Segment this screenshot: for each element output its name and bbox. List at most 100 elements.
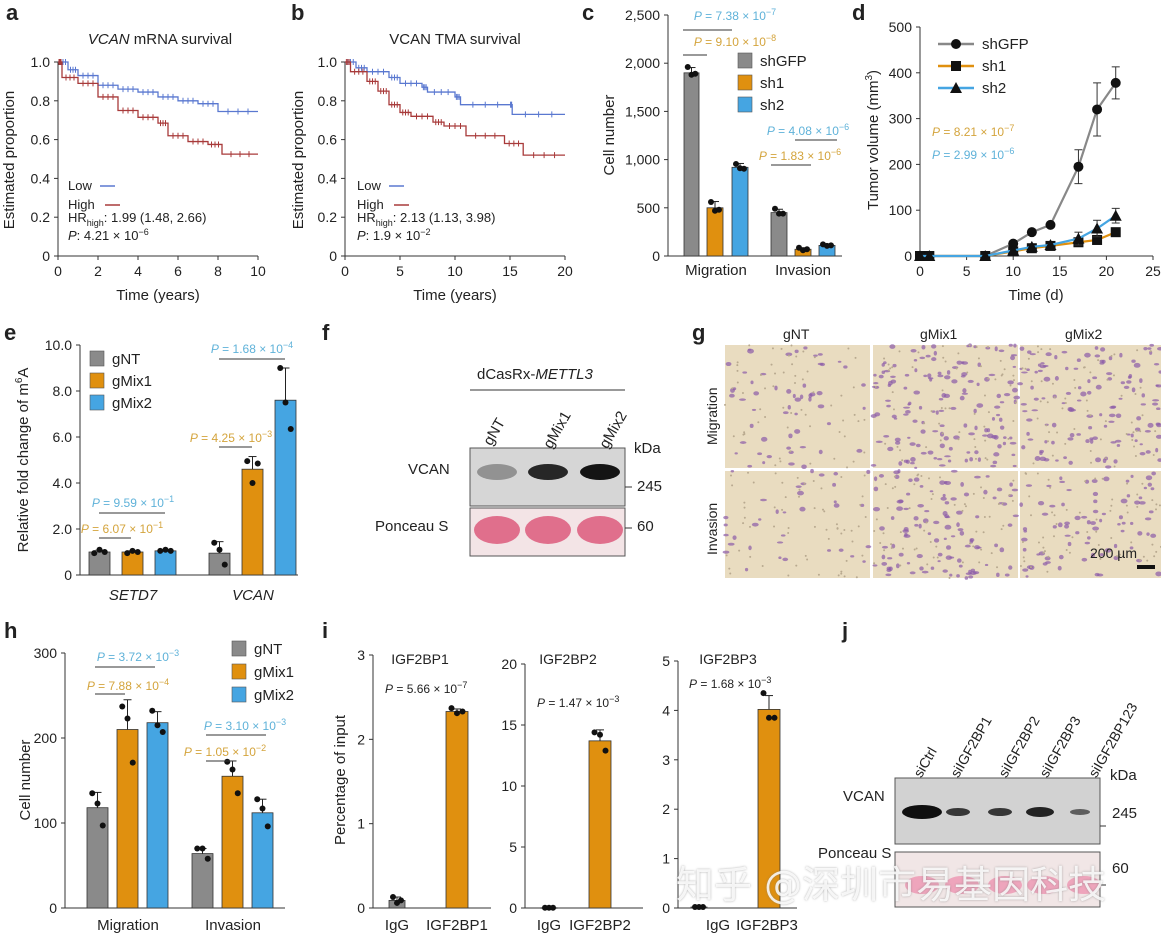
membrane-pore <box>899 564 902 567</box>
chart-h-y-label: Cell number <box>17 740 34 821</box>
stained-cell <box>937 371 942 375</box>
membrane-pore <box>741 391 744 394</box>
chart-c-category-label: Invasion <box>775 262 831 279</box>
membrane-pore <box>1023 560 1026 563</box>
chart-i2-y-tick-label: 0 <box>509 900 517 916</box>
stained-cell <box>875 440 883 444</box>
membrane-pore <box>987 411 990 414</box>
membrane-pore <box>917 351 920 354</box>
scale-bar <box>1137 565 1155 569</box>
blot-f-vcan-band <box>528 464 568 480</box>
chart-i2-category-label: IgG <box>537 917 561 934</box>
stained-cell <box>974 475 981 479</box>
stained-cell <box>913 390 921 395</box>
stained-cell <box>919 566 924 571</box>
membrane-pore <box>787 532 790 535</box>
stained-cell <box>925 354 931 358</box>
stained-cell <box>917 503 924 508</box>
chart-i1-bar <box>445 711 469 909</box>
membrane-pore <box>1008 493 1011 496</box>
stained-cell <box>1019 502 1024 507</box>
membrane-pore <box>1043 550 1046 553</box>
membrane-pore <box>795 564 798 567</box>
chart-d-x-tick-label: 25 <box>1145 263 1161 279</box>
membrane-pore <box>789 450 792 453</box>
membrane-pore <box>798 488 801 491</box>
chart-h-data-point <box>229 766 236 773</box>
chart-e-data-point <box>124 550 131 557</box>
membrane-pore <box>987 345 990 348</box>
chart-d-legend-marker <box>951 39 961 49</box>
membrane-pore <box>1134 393 1137 396</box>
membrane-pore <box>986 458 989 461</box>
stained-cell <box>1013 343 1017 348</box>
chart-a-y-tick-label: 0.6 <box>31 132 51 148</box>
stained-cell <box>879 526 885 531</box>
stained-cell <box>1057 565 1062 571</box>
membrane-pore <box>1074 386 1077 389</box>
stained-cell <box>898 461 903 466</box>
chart-i1-y-tick-label: 2 <box>357 731 365 747</box>
membrane-pore <box>1042 536 1045 539</box>
chart-e-data-point <box>101 549 108 555</box>
stained-cell <box>1138 501 1146 505</box>
chart-h-data-point <box>224 758 231 765</box>
stained-cell <box>1100 347 1106 352</box>
stained-cell <box>1157 346 1161 351</box>
stained-cell <box>893 470 900 475</box>
chart-b-y-tick-label: 1.0 <box>318 54 338 70</box>
stained-cell <box>942 569 948 573</box>
stained-cell <box>975 515 980 519</box>
membrane-pore <box>893 475 896 478</box>
membrane-pore <box>855 576 858 579</box>
stained-cell <box>827 549 832 552</box>
stained-cell <box>996 487 1003 492</box>
stained-cell <box>998 349 1005 353</box>
stained-cell <box>1126 380 1132 384</box>
stained-cell <box>997 444 1002 449</box>
blot-f-ponceau-band <box>525 516 571 544</box>
membrane-pore <box>938 422 941 425</box>
stained-cell <box>938 464 946 467</box>
chart-e-data-point <box>167 547 174 554</box>
membrane-pore <box>759 373 762 376</box>
membrane-pore <box>1106 378 1109 381</box>
membrane-pore <box>1089 371 1092 374</box>
blot-j-ponceau-band <box>988 876 1022 894</box>
chart-i2-y-tick-label: 5 <box>509 839 517 855</box>
chart-d-y-tick-label: 300 <box>889 111 913 127</box>
chart-a-x-tick-label: 10 <box>250 263 266 279</box>
stained-cell <box>1092 509 1099 514</box>
chart-i3-data-point <box>700 904 706 911</box>
stained-cell <box>914 466 918 469</box>
membrane-pore <box>1002 524 1005 527</box>
membrane-pore <box>1049 486 1052 489</box>
membrane-pore <box>1125 433 1128 436</box>
chart-h-p-value: P = 3.10 × 10−3 <box>204 717 286 733</box>
stained-cell <box>957 528 964 532</box>
stained-cell <box>1004 573 1010 577</box>
stained-cell <box>1120 381 1126 385</box>
stained-cell <box>1040 362 1045 365</box>
membrane-pore <box>1030 514 1033 517</box>
chart-i1-data-point <box>390 894 396 901</box>
chart-c-data-point <box>692 70 699 77</box>
stained-cell <box>918 405 923 410</box>
stained-cell <box>1118 397 1123 400</box>
stained-cell <box>1068 407 1075 413</box>
blot-j-row-ponceau: Ponceau S <box>818 845 892 862</box>
membrane-pore <box>911 366 914 369</box>
membrane-pore <box>1042 551 1045 554</box>
chart-e-p-value: P = 4.25 × 10−3 <box>190 429 272 445</box>
chart-d-legend-label: shGFP <box>982 36 1029 53</box>
stained-cell <box>930 566 935 570</box>
membrane-pore <box>797 495 800 498</box>
images-col-gmix2: gMix2 <box>1065 326 1103 342</box>
chart-h-data-point <box>259 805 266 812</box>
chart-c-y-tick-label: 1,000 <box>625 152 660 168</box>
stained-cell <box>862 560 866 563</box>
chart-i3-y-tick-label: 5 <box>662 653 670 669</box>
membrane-pore <box>1154 430 1157 433</box>
stained-cell <box>1066 488 1072 492</box>
stained-cell <box>913 516 919 521</box>
